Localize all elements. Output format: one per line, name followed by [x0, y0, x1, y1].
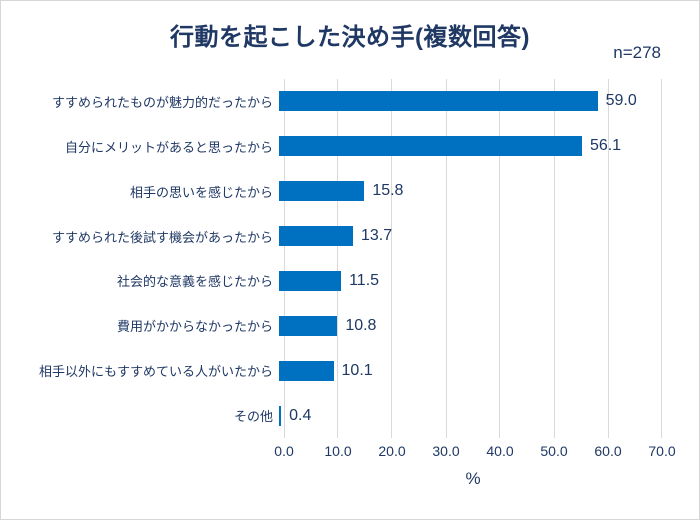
- value-label: 10.8: [345, 316, 377, 334]
- gridline: [499, 79, 501, 438]
- value-label: 13.7: [360, 227, 393, 245]
- category-label: 相手以外にもすすめている人がいたから: [38, 364, 273, 380]
- category-label: 費用がかからなかったから: [116, 319, 273, 335]
- bar-rows: すすめられたものが魅力的だったから 59.0 自分にメリットがあると思ったから 56.…: [1, 79, 699, 438]
- bar: [279, 360, 334, 381]
- category-label: すすめられたものが魅力的だったから: [51, 94, 273, 110]
- bar: [279, 226, 353, 247]
- bar-track: 13.7: [279, 214, 657, 259]
- gridline: [283, 79, 285, 438]
- bar-track: 59.0: [279, 79, 657, 124]
- plot-area: [283, 79, 662, 438]
- bar-row: 相手の思いを感じたから 15.8: [1, 169, 699, 214]
- bar: [279, 315, 338, 336]
- x-tick-label: 70.0: [648, 443, 676, 459]
- bar-row: すすめられたものが魅力的だったから 59.0: [1, 79, 699, 124]
- bar-track: 56.1: [279, 124, 657, 169]
- bar-track: 11.5: [279, 259, 657, 304]
- gridline: [445, 79, 447, 438]
- chart-title: 行動を起こした決め手(複数回答): [170, 24, 530, 51]
- x-tick-label: 60.0: [594, 443, 622, 459]
- category-label: 自分にメリットがあると思ったから: [64, 139, 273, 155]
- value-label: 11.5: [349, 271, 380, 289]
- bar: [279, 270, 342, 291]
- bar: [279, 136, 582, 157]
- gridline: [607, 79, 609, 438]
- bar: [279, 181, 365, 202]
- x-axis-unit-label: %: [465, 469, 481, 488]
- bar-track: 10.8: [279, 303, 657, 348]
- bar-track: 10.1: [279, 348, 657, 393]
- bar-row: 社会的な意義を感じたから 11.5: [1, 259, 699, 304]
- bar-track: 15.8: [279, 169, 657, 214]
- value-label: 0.4: [289, 406, 312, 424]
- sample-size-label: n=278: [613, 43, 661, 62]
- bar-row: その他 0.4: [1, 393, 699, 438]
- gridline: [661, 79, 662, 438]
- bar-row: 費用がかからなかったから 10.8: [1, 303, 699, 348]
- category-label: すすめられた後試す機会があったから: [51, 229, 273, 245]
- x-tick-label: 10.0: [324, 443, 352, 459]
- x-tick-label: 30.0: [432, 443, 460, 459]
- category-label: その他: [233, 409, 273, 425]
- x-tick-label: 0.0: [274, 443, 294, 459]
- category-label: 社会的な意義を感じたから: [116, 274, 273, 290]
- gridline: [337, 79, 339, 438]
- x-tick-label: 20.0: [378, 443, 406, 459]
- bar: [279, 91, 598, 112]
- value-label: 10.1: [341, 361, 373, 379]
- bar-track: 0.4: [279, 393, 657, 438]
- x-axis: 0.0 10.0 20.0 30.0 40.0 50.0 60.0 70.0: [274, 443, 675, 461]
- gridline: [553, 79, 555, 438]
- value-label: 15.8: [372, 182, 404, 200]
- x-tick-label: 40.0: [486, 443, 514, 459]
- x-tick-label: 50.0: [540, 443, 568, 459]
- value-label: 59.0: [605, 92, 637, 110]
- bar-row: すすめられた後試す機会があったから 13.7: [1, 214, 699, 259]
- value-label: 56.1: [589, 137, 622, 155]
- bar: [279, 405, 282, 426]
- category-label: 相手の思いを感じたから: [129, 184, 273, 200]
- bar-row: 自分にメリットがあると思ったから 56.1: [1, 124, 699, 169]
- bar-row: 相手以外にもすすめている人がいたから 10.1: [1, 348, 699, 393]
- gridline: [391, 79, 393, 438]
